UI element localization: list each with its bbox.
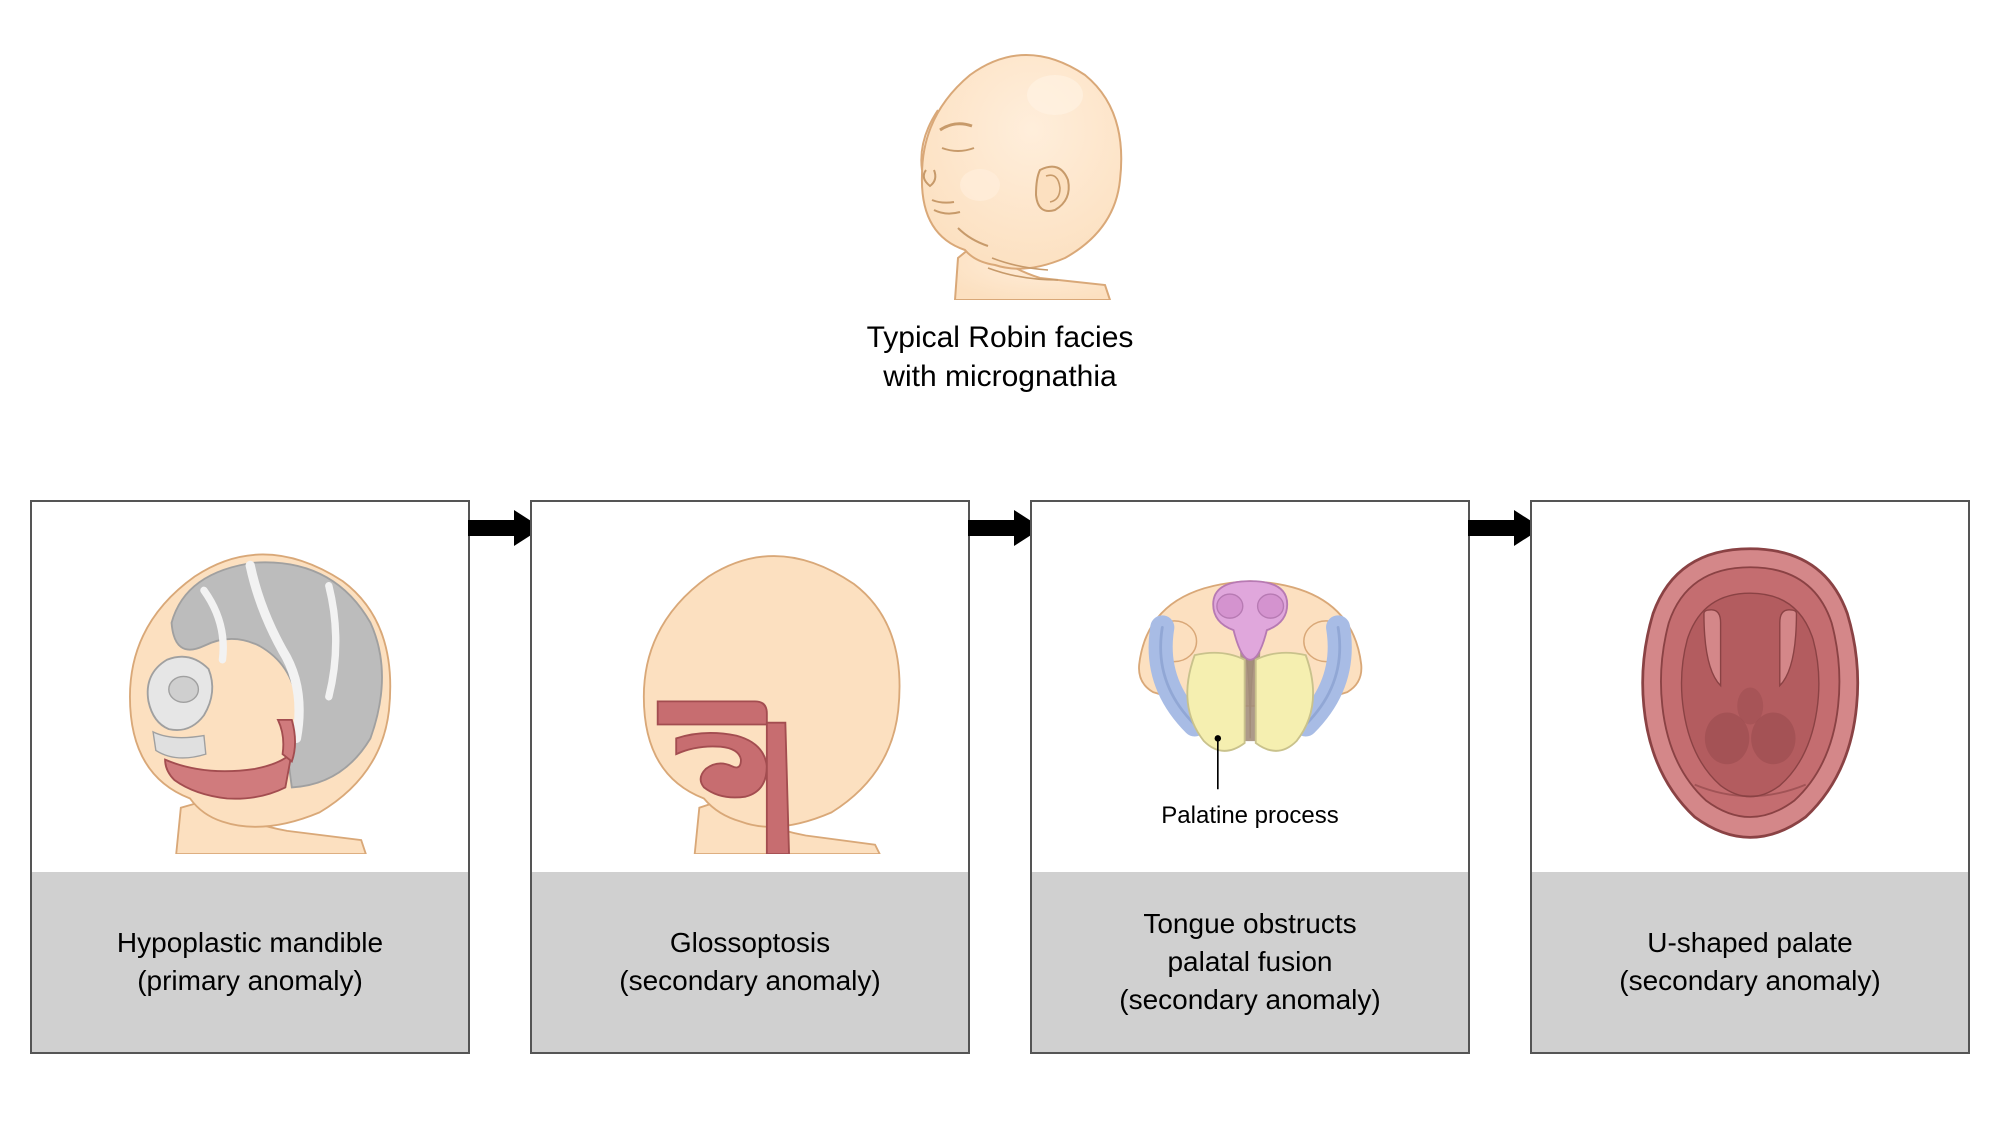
robin-facies-illustration (860, 20, 1140, 300)
header-caption: Typical Robin facies with micrognathia (700, 318, 1300, 396)
panel-2-image (532, 502, 968, 872)
panel-3-caption-line2: palatal fusion (1167, 946, 1332, 977)
arrow-3 (1470, 500, 1530, 548)
panel-3-caption: Tongue obstructs palatal fusion (seconda… (1032, 872, 1468, 1052)
panel-1-caption: Hypoplastic mandible (primary anomaly) (32, 872, 468, 1052)
panel-2-caption: Glossoptosis (secondary anomaly) (532, 872, 968, 1052)
arrow-2 (970, 500, 1030, 548)
header-block: Typical Robin facies with micrognathia (700, 20, 1300, 396)
panel-3-caption-line3: (secondary anomaly) (1119, 984, 1380, 1015)
panel-2-caption-line2: (secondary anomaly) (619, 965, 880, 996)
panel-glossoptosis: Glossoptosis (secondary anomaly) (530, 500, 970, 1054)
palatine-process-label: Palatine process (1032, 802, 1468, 830)
header-caption-line2: with micrognathia (883, 360, 1116, 393)
panel-4-caption-line2: (secondary anomaly) (1619, 965, 1880, 996)
panel-3-image: Palatine process (1032, 502, 1468, 872)
panel-3-caption-line1: Tongue obstructs (1143, 908, 1356, 939)
panel-1-image (32, 502, 468, 872)
header-caption-line1: Typical Robin facies (867, 321, 1134, 354)
panel-1-caption-line2: (primary anomaly) (137, 965, 363, 996)
panel-4-image (1532, 502, 1968, 872)
panel-4-caption: U-shaped palate (secondary anomaly) (1532, 872, 1968, 1052)
panel-2-caption-line1: Glossoptosis (670, 927, 830, 958)
panel-palatal-fusion: Palatine process Tongue obstructs palata… (1030, 500, 1470, 1054)
panel-1-caption-line1: Hypoplastic mandible (117, 927, 383, 958)
flow-row: Hypoplastic mandible (primary anomaly) (30, 500, 1970, 1054)
panel-u-shaped-palate: U-shaped palate (secondary anomaly) (1530, 500, 1970, 1054)
panel-4-caption-line1: U-shaped palate (1647, 927, 1852, 958)
panel-hypoplastic-mandible: Hypoplastic mandible (primary anomaly) (30, 500, 470, 1054)
arrow-1 (470, 500, 530, 548)
